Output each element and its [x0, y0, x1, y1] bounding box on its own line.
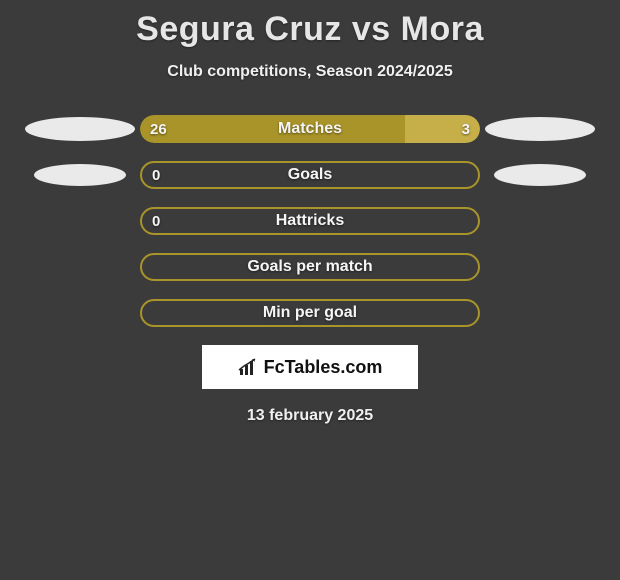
stat-bar: 0Goals: [140, 161, 480, 189]
left-badge-ellipse: [25, 117, 135, 141]
stat-label: Goals per match: [142, 258, 478, 276]
stat-row: 263Matches: [0, 115, 620, 143]
stat-row: Min per goal: [0, 299, 620, 327]
right-badge-ellipse: [494, 164, 586, 186]
left-badge-slot: [20, 117, 140, 141]
page-title: Segura Cruz vs Mora: [0, 0, 620, 49]
stat-row: 0Hattricks: [0, 207, 620, 235]
left-badge-slot: [20, 164, 140, 186]
stat-bar: Min per goal: [140, 299, 480, 327]
stat-bar: 263Matches: [140, 115, 480, 143]
stat-label: Matches: [140, 120, 480, 138]
logo-box: FcTables.com: [202, 345, 418, 389]
stat-label: Goals: [142, 166, 478, 184]
subtitle: Club competitions, Season 2024/2025: [0, 63, 620, 81]
stat-row: 0Goals: [0, 161, 620, 189]
chart-icon: [238, 357, 260, 377]
right-badge-slot: [480, 117, 600, 141]
stat-bar: Goals per match: [140, 253, 480, 281]
logo: FcTables.com: [238, 357, 383, 378]
right-badge-ellipse: [485, 117, 595, 141]
right-badge-slot: [480, 164, 600, 186]
comparison-rows: 263Matches 0Goals 0Hattricks Goals per matc…: [0, 115, 620, 327]
logo-text: FcTables.com: [264, 357, 383, 378]
date-label: 13 february 2025: [0, 407, 620, 425]
stat-row: Goals per match: [0, 253, 620, 281]
stat-label: Min per goal: [142, 304, 478, 322]
stat-label: Hattricks: [142, 212, 478, 230]
left-badge-ellipse: [34, 164, 126, 186]
stat-bar: 0Hattricks: [140, 207, 480, 235]
